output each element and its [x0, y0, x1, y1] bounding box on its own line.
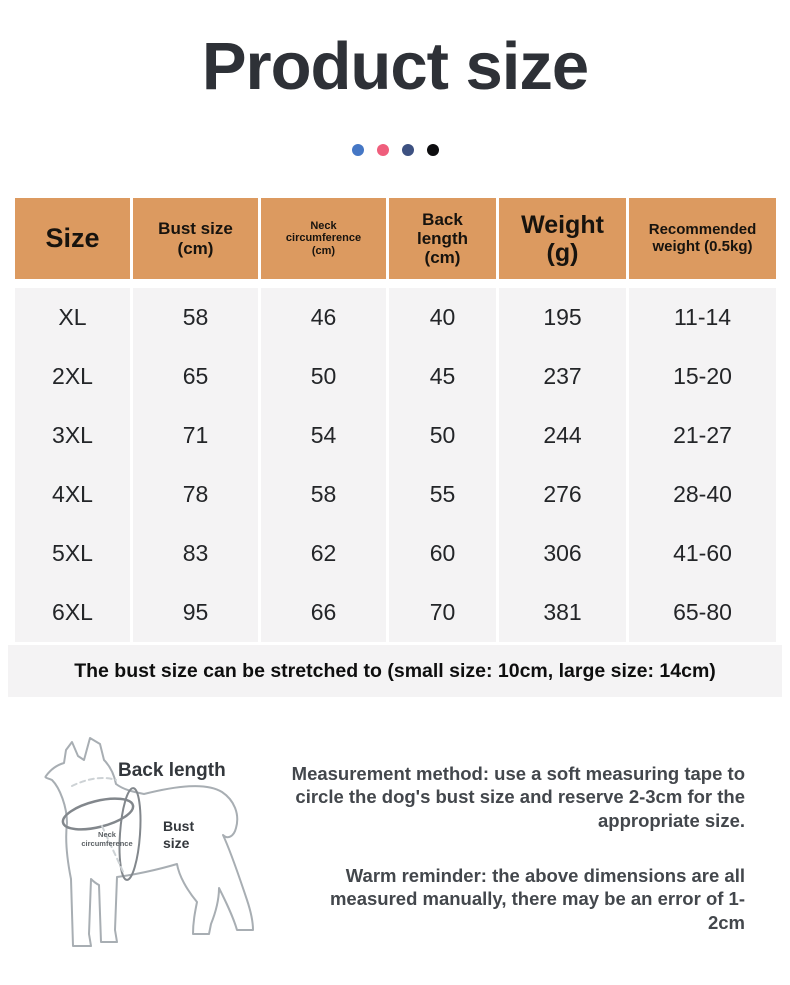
table-cell: 58: [133, 288, 258, 347]
table-cell: 95: [133, 583, 258, 642]
table-cell: 5XL: [15, 524, 130, 583]
table-cell: 306: [499, 524, 626, 583]
table-cell: 58: [261, 465, 386, 524]
table-cell: 60: [389, 524, 496, 583]
warm-reminder-note: Warm reminder: the above dimensions are …: [329, 865, 745, 933]
table-cell: 28-40: [629, 465, 776, 524]
page-title: Product size: [201, 29, 589, 104]
size-table: Size Bust size (cm) Neck circumference (…: [15, 198, 776, 642]
carousel-dots: [0, 144, 790, 156]
header-cell-recommended-weight: Recommended weight (0.5kg): [629, 198, 776, 279]
table-cell: 41-60: [629, 524, 776, 583]
table-cell: 381: [499, 583, 626, 642]
table-cell: 83: [133, 524, 258, 583]
table-cell: 276: [499, 465, 626, 524]
table-cell: 2XL: [15, 347, 130, 406]
table-body: XL 58 46 40 195 11-14 2XL 65 50 45 237 1…: [15, 288, 776, 642]
table-cell: 65: [133, 347, 258, 406]
carousel-dot-icon[interactable]: [376, 144, 389, 156]
table-cell: 11-14: [629, 288, 776, 347]
header-cell-size: Size: [15, 198, 130, 279]
table-cell: 50: [389, 406, 496, 465]
neck-circumference-label: Neck circumference: [81, 830, 133, 849]
table-cell: 15-20: [629, 347, 776, 406]
table-cell: 244: [499, 406, 626, 465]
table-cell: 50: [261, 347, 386, 406]
stretch-note: The bust size can be stretched to (small…: [8, 645, 782, 697]
back-length-label: Back length: [118, 760, 226, 781]
header-cell-bust: Bust size (cm): [133, 198, 258, 279]
table-cell: 46: [261, 288, 386, 347]
bust-size-label: Bust size: [163, 818, 195, 851]
table-cell: 62: [261, 524, 386, 583]
table-cell: XL: [15, 288, 130, 347]
table-header-row: Size Bust size (cm) Neck circumference (…: [15, 198, 776, 279]
table-cell: 21-27: [629, 406, 776, 465]
neck-dashed-guide: [71, 777, 117, 787]
carousel-dot-icon[interactable]: [351, 144, 364, 156]
header-cell-weight: Weight (g): [499, 198, 626, 279]
neck-circumference-ring: [61, 797, 135, 831]
table-cell: 6XL: [15, 583, 130, 642]
table-cell: 54: [261, 406, 386, 465]
table-cell: 70: [389, 583, 496, 642]
table-cell: 40: [389, 288, 496, 347]
table-cell: 71: [133, 406, 258, 465]
table-cell: 4XL: [15, 465, 130, 524]
measurement-method-note: Measurement method: use a soft measuring…: [291, 763, 745, 831]
dog-measurement-diagram: Back length Neck circumference Bust size: [8, 722, 278, 982]
header-cell-neck: Neck circumference (cm): [261, 198, 386, 279]
table-cell: 65-80: [629, 583, 776, 642]
header-cell-back-length: Back length (cm): [389, 198, 496, 279]
carousel-dot-icon[interactable]: [401, 144, 414, 156]
table-cell: 66: [261, 583, 386, 642]
table-cell: 78: [133, 465, 258, 524]
table-cell: 55: [389, 465, 496, 524]
bust-dashed-guide: [101, 825, 125, 875]
carousel-dot-icon[interactable]: [426, 144, 439, 156]
table-cell: 195: [499, 288, 626, 347]
bust-girth-ring: [118, 787, 142, 881]
dog-outline-drawing: [44, 737, 254, 947]
table-cell: 3XL: [15, 406, 130, 465]
table-cell: 237: [499, 347, 626, 406]
table-cell: 45: [389, 347, 496, 406]
